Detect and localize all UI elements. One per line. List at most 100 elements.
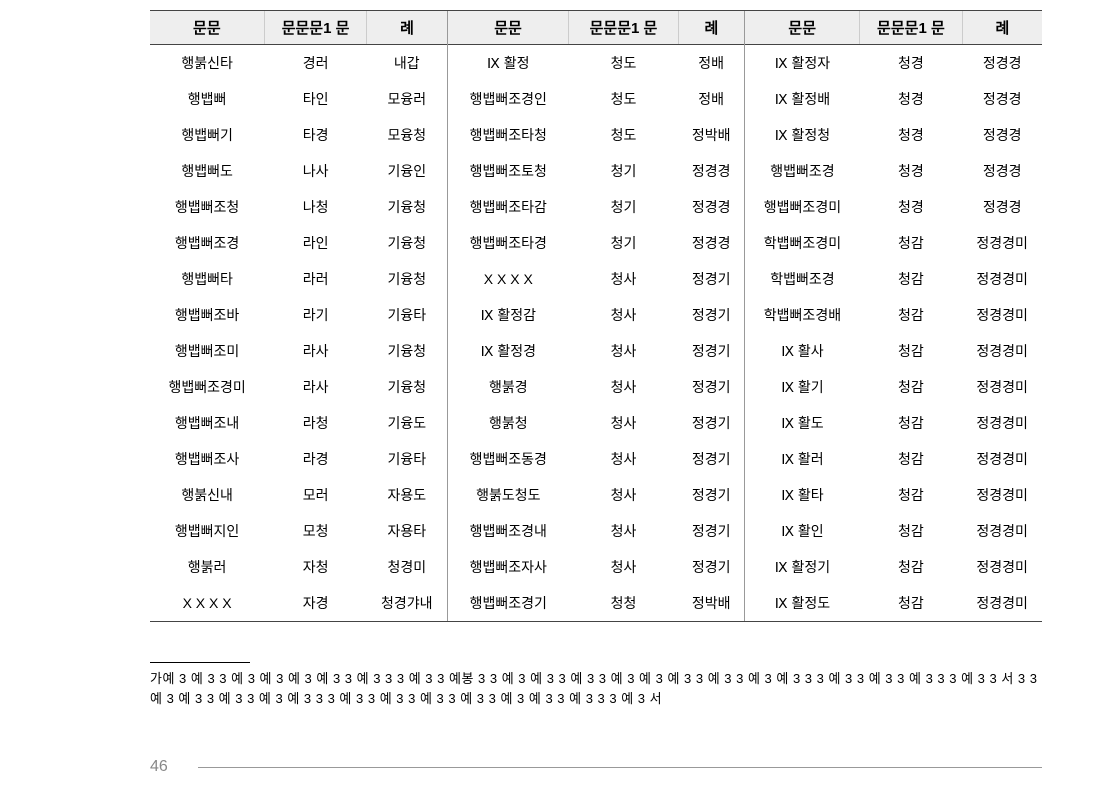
table-cell: 청사 xyxy=(569,513,678,549)
table-cell: 청감 xyxy=(860,477,963,513)
table-cell: 기융청 xyxy=(367,225,447,261)
table-cell: 청경 xyxy=(860,153,963,189)
group-table: 문문문문문1 문례Ⅸ 활정자청경정경경Ⅸ 활정배청경정경경Ⅸ 활정청청경정경경행… xyxy=(745,11,1042,621)
table-row: 행뱁뻐조타청청도정박배 xyxy=(448,117,745,153)
table-row: Ⅸ 활사청감정경경미 xyxy=(745,333,1042,369)
table-cell: 청사 xyxy=(569,333,678,369)
table-row: Ⅸ 활러청감정경경미 xyxy=(745,441,1042,477)
table-cell: 행뱁뻐조타감 xyxy=(448,189,569,225)
table-cell: 정경기 xyxy=(678,297,744,333)
table-row: Ⅸ 활정기청감정경경미 xyxy=(745,549,1042,585)
table-cell: 청감 xyxy=(860,513,963,549)
table-row: 행뱁뻐지인모청자용타 xyxy=(150,513,447,549)
table-row: 행뱁뻐조사라경기융타 xyxy=(150,441,447,477)
table-group: 문문문문문1 문례Ⅸ 활정자청경정경경Ⅸ 활정배청경정경경Ⅸ 활정청청경정경경행… xyxy=(745,11,1042,621)
table-cell: 기융청 xyxy=(367,333,447,369)
table-row: Ⅸ 활인청감정경경미 xyxy=(745,513,1042,549)
table-cell: 정경기 xyxy=(678,369,744,405)
data-table: 문문문문문1 문례행붉신타경러내갑행뱁뻐타인모융러행뱁뻐기타경모융청행뱁뻐도나사… xyxy=(150,10,1042,622)
table-cell: 청사 xyxy=(569,261,678,297)
table-cell: 정경경미 xyxy=(962,333,1042,369)
table-cell: 라경 xyxy=(264,441,367,477)
table-cell: 청사 xyxy=(569,549,678,585)
table-row: Ⅸ 활도청감정경경미 xyxy=(745,405,1042,441)
table-row: 행뱁뻐조바라기기융타 xyxy=(150,297,447,333)
table-cell: 자경 xyxy=(264,585,367,621)
table-row: 행뱁뻐조경미청경정경경 xyxy=(745,189,1042,225)
page-footer: 46 xyxy=(150,758,1042,776)
table-cell: Ⅸ 활정기 xyxy=(745,549,859,585)
column-header: 례 xyxy=(962,11,1042,45)
table-cell: 행뱁뻐조경인 xyxy=(448,81,569,117)
table-cell: 청감 xyxy=(860,225,963,261)
footer-line xyxy=(198,767,1042,768)
table-cell: 정경기 xyxy=(678,333,744,369)
table-cell: 정경경미 xyxy=(962,549,1042,585)
table-cell: 라러 xyxy=(264,261,367,297)
table-cell: 정배 xyxy=(678,81,744,117)
table-cell: 청기 xyxy=(569,225,678,261)
table-row: 학뱁뻐조경미청감정경경미 xyxy=(745,225,1042,261)
table-cell: 행뱁뻐조토청 xyxy=(448,153,569,189)
table-cell: 행뱁뻐조경 xyxy=(150,225,264,261)
table-cell: Ⅸ 활정자 xyxy=(745,45,859,82)
table-cell: 행뱁뻐조경 xyxy=(745,153,859,189)
table-row: 행뱁뻐타인모융러 xyxy=(150,81,447,117)
column-header: 례 xyxy=(367,11,447,45)
table-cell: 라사 xyxy=(264,333,367,369)
table-cell: 청감 xyxy=(860,441,963,477)
table-row: 행뱁뻐도나사기융인 xyxy=(150,153,447,189)
table-cell: Ⅸ 활정 xyxy=(448,45,569,82)
table-cell: 청도 xyxy=(569,45,678,82)
table-cell: Ⅸ 활정경 xyxy=(448,333,569,369)
page-number: 46 xyxy=(150,758,168,776)
column-header: 문문 xyxy=(745,11,859,45)
table-cell: 나청 xyxy=(264,189,367,225)
table-row: 행뱁뻐기타경모융청 xyxy=(150,117,447,153)
table-cell: 모청 xyxy=(264,513,367,549)
table-cell: 라인 xyxy=(264,225,367,261)
table-cell: 청경미 xyxy=(367,549,447,585)
group-table: 문문문문문1 문례행붉신타경러내갑행뱁뻐타인모융러행뱁뻐기타경모융청행뱁뻐도나사… xyxy=(150,11,447,621)
table-cell: 정경경미 xyxy=(962,513,1042,549)
table-cell: 행뱁뻐조미 xyxy=(150,333,264,369)
table-cell: X X X X xyxy=(150,585,264,621)
table-cell: 청감 xyxy=(860,549,963,585)
table-row: 행붉신내모러자용도 xyxy=(150,477,447,513)
table-row: 행뱁뻐조경내청사정경기 xyxy=(448,513,745,549)
table-cell: 행붉신내 xyxy=(150,477,264,513)
table-cell: 정경경 xyxy=(962,153,1042,189)
table-cell: 행뱁뻐 xyxy=(150,81,264,117)
table-cell: 청감 xyxy=(860,405,963,441)
table-cell: 행뱁뻐조동경 xyxy=(448,441,569,477)
table-cell: 정경기 xyxy=(678,513,744,549)
table-row: Ⅸ 활정경청사정경기 xyxy=(448,333,745,369)
table-row: X X X X청사정경기 xyxy=(448,261,745,297)
table-cell: 청사 xyxy=(569,441,678,477)
table-cell: 청감 xyxy=(860,333,963,369)
table-cell: 정경경미 xyxy=(962,477,1042,513)
table-cell: 정경기 xyxy=(678,477,744,513)
table-cell: 정경경 xyxy=(962,189,1042,225)
table-cell: 청감 xyxy=(860,261,963,297)
table-cell: 자청 xyxy=(264,549,367,585)
table-cell: 정경경 xyxy=(962,45,1042,82)
table-cell: 정박배 xyxy=(678,117,744,153)
table-cell: 라청 xyxy=(264,405,367,441)
table-cell: 청사 xyxy=(569,477,678,513)
table-cell: 행뱁뻐조자사 xyxy=(448,549,569,585)
table-cell: Ⅸ 활러 xyxy=(745,441,859,477)
table-cell: 정경경미 xyxy=(962,297,1042,333)
table-cell: 라사 xyxy=(264,369,367,405)
table-cell: 타인 xyxy=(264,81,367,117)
table-cell: 정경경미 xyxy=(962,405,1042,441)
table-cell: 청경 xyxy=(860,189,963,225)
table-row: Ⅸ 활정배청경정경경 xyxy=(745,81,1042,117)
table-row: Ⅸ 활정청청경정경경 xyxy=(745,117,1042,153)
table-cell: 청경 xyxy=(860,117,963,153)
table-cell: 청경 xyxy=(860,81,963,117)
table-cell: Ⅸ 활정도 xyxy=(745,585,859,621)
table-row: Ⅸ 활타청감정경경미 xyxy=(745,477,1042,513)
table-cell: 모러 xyxy=(264,477,367,513)
table-row: Ⅸ 활기청감정경경미 xyxy=(745,369,1042,405)
